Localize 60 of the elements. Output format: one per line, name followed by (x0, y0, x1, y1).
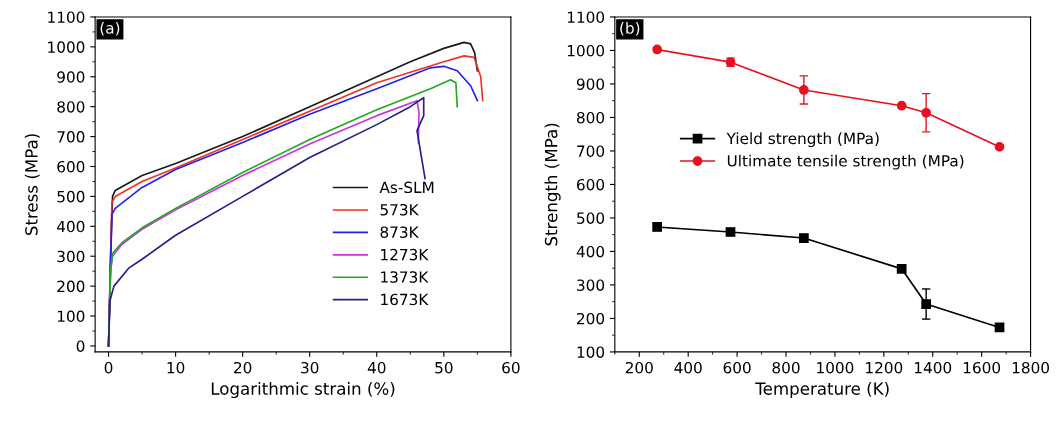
y-tick-label: 1000 (48, 41, 85, 53)
point (896, 263, 907, 274)
legend-label: As-SLM (379, 181, 434, 194)
x-tick-label: 800 (772, 361, 800, 374)
x-axis-title: Temperature (K) (755, 382, 889, 399)
y-tick-label: 300 (577, 279, 605, 291)
x-tick-label: 10 (167, 361, 185, 374)
y-tick-label: 600 (57, 160, 85, 173)
point (799, 233, 809, 243)
x-tick-label: 1000 (817, 361, 854, 374)
x-tick-label: 200 (625, 361, 653, 374)
legend-label: 873K (380, 226, 419, 238)
x-tick-label: 30 (301, 361, 319, 374)
point (652, 222, 662, 232)
legend-label: 1373K (381, 271, 429, 283)
x-tick-label: 40 (367, 361, 386, 374)
y-axis-title: Strength (MPa) (544, 123, 561, 246)
y-tick-label: 300 (57, 250, 85, 263)
y-tick-label: 200 (577, 312, 605, 325)
point (725, 227, 736, 237)
x-tick-label: 0 (104, 361, 113, 374)
y-tick-label: 800 (57, 101, 85, 113)
y-tick-label: 400 (576, 245, 605, 258)
y-tick-label: 500 (57, 190, 85, 203)
y-tick-label: 500 (577, 212, 605, 224)
x-tick-label: 400 (674, 361, 702, 374)
y-tick-label: 200 (57, 280, 85, 293)
x-tick-label: 1800 (1012, 361, 1049, 374)
y-tick-label: 400 (56, 220, 85, 233)
annotation: (b) (620, 21, 640, 36)
y-tick-label: 900 (576, 78, 605, 90)
y-tick-label: 1100 (48, 11, 85, 23)
point (652, 44, 662, 55)
y-tick-label: 900 (57, 71, 85, 83)
y-tick-label: 700 (57, 131, 85, 143)
x-tick-label: 1600 (963, 361, 1001, 374)
legend-label: 1673K (381, 293, 429, 306)
x-tick-label: 50 (435, 361, 453, 374)
x-axis-title: Logarithmic strain (%) (211, 381, 395, 399)
y-tick-label: 800 (576, 111, 605, 124)
point (896, 100, 907, 111)
y-tick-label: 700 (577, 145, 605, 157)
y-tick-label: 0 (76, 340, 85, 352)
x-tick-label: 1400 (914, 361, 952, 374)
annotation: (a) (100, 22, 120, 36)
point (994, 142, 1005, 152)
y-tick-label: 1100 (567, 11, 605, 23)
y-tick-label: 600 (577, 178, 605, 191)
x-tick-label: 20 (234, 361, 252, 374)
y-tick-label: 1000 (567, 44, 605, 57)
y-axis-title: Stress (MPa) (24, 134, 40, 236)
x-tick-label: 600 (723, 361, 751, 374)
legend-label: 1273K (381, 248, 429, 261)
legend-label: 573K (380, 203, 419, 216)
y-tick-label: 100 (577, 346, 605, 358)
legend-label: Ultimate tensile strength (MPa) (727, 154, 964, 170)
x-tick-label: 1200 (866, 361, 903, 374)
legend-label: Yield strength (MPa) (726, 132, 879, 148)
x-tick-label: 60 (502, 361, 520, 374)
y-tick-label: 100 (57, 310, 85, 323)
